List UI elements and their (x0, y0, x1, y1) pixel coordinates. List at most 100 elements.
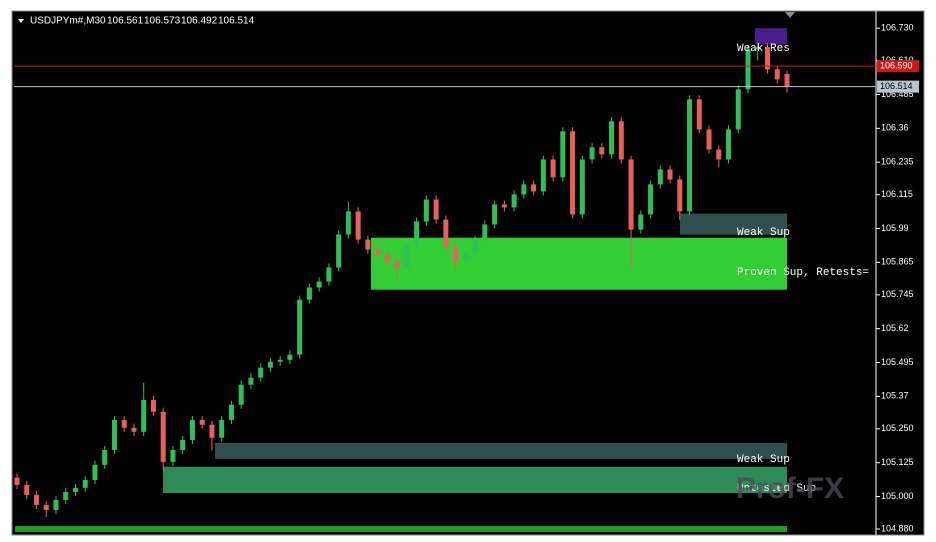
candle-body (628, 159, 634, 230)
candle-body (199, 419, 205, 425)
candle-body (589, 147, 595, 160)
candle-body (453, 247, 459, 262)
menu-arrow (18, 19, 24, 23)
zone-label: Proven Sup, Retests= (737, 267, 869, 279)
y-tick-label: 105.865 (881, 257, 914, 267)
candle-body (735, 89, 741, 130)
candle-body (433, 199, 439, 220)
candle-body (287, 354, 293, 360)
candle-body (423, 199, 429, 222)
candle-body (365, 239, 371, 250)
candle-body (648, 184, 654, 215)
candle-body (297, 299, 303, 355)
candle-body (248, 377, 254, 385)
candle-body (267, 361, 273, 368)
candle-body (375, 249, 381, 255)
candle-body (472, 239, 478, 255)
candle-body (111, 419, 117, 450)
candle-body (414, 221, 420, 245)
zone (15, 526, 787, 532)
candle-body (687, 99, 693, 212)
candle-body (716, 149, 722, 160)
candle-body (160, 411, 166, 462)
candle-body (667, 169, 673, 180)
candle-body (150, 399, 156, 412)
candle-body (657, 169, 663, 185)
candle-body (219, 419, 225, 438)
candle-body (638, 214, 644, 230)
candle-body (492, 204, 498, 225)
candle-body (33, 494, 39, 505)
candle-body (755, 47, 761, 50)
shift-marker (785, 12, 795, 18)
candle-body (609, 121, 615, 155)
candle-body (531, 184, 537, 192)
y-tick-label: 105.000 (881, 491, 914, 501)
candle-body (141, 399, 147, 432)
zone-label: Untested Sup (737, 483, 816, 495)
price-label: 106.514 (880, 81, 913, 91)
header-open: 106.561 (107, 16, 144, 27)
zone (680, 213, 787, 235)
watermark: Prof-FX (736, 472, 844, 505)
candle-body (501, 204, 507, 208)
candle-body (540, 159, 546, 192)
candle-body (14, 477, 20, 485)
y-tick-label: 105.250 (881, 423, 914, 433)
price-label-box (877, 80, 919, 93)
y-tick-label: 106.235 (881, 157, 914, 167)
y-tick-label: 105.62 (881, 323, 909, 333)
candle-body (189, 419, 195, 440)
candle-body (745, 49, 751, 90)
header-low: 106.492 (181, 16, 218, 27)
y-tick-label: 104.880 (881, 523, 914, 533)
candle-body (82, 480, 88, 488)
candle-body (784, 73, 790, 87)
candle-body (511, 194, 517, 208)
candle-body (102, 449, 108, 465)
candle-body (277, 359, 283, 362)
header-close: 106.514 (218, 16, 255, 27)
y-tick-label: 106.610 (881, 55, 914, 65)
candle-body (209, 424, 215, 438)
candle-body (521, 184, 527, 195)
candle-body (482, 224, 488, 240)
candle-body (570, 131, 576, 215)
zone (215, 442, 787, 459)
zone-label: Weak Sup (737, 454, 790, 466)
zone-label: Weak Res (737, 43, 790, 55)
candle-body (696, 99, 702, 130)
y-tick-label: 105.99 (881, 223, 909, 233)
candle-body (24, 484, 30, 495)
candle-body (345, 211, 351, 235)
y-tick-label: 105.37 (881, 391, 909, 401)
candle-body (765, 47, 771, 70)
candle-body (63, 491, 69, 501)
plot: 106.730 106.610 106.485 106.36 106.235 106.11… (14, 23, 919, 533)
candle-body (170, 449, 176, 462)
candle-body (326, 267, 332, 282)
candle-body (579, 159, 585, 215)
price-label: 106.590 (880, 60, 913, 70)
zone (163, 466, 787, 494)
y-tick-label: 105.495 (881, 357, 914, 367)
candle-body (43, 504, 49, 511)
candle-body (706, 129, 712, 150)
candle-body (560, 131, 566, 178)
candle-body (726, 129, 732, 160)
candle-body (306, 287, 312, 300)
candle-body (131, 427, 137, 432)
candle-body (336, 234, 342, 268)
zone (755, 28, 787, 45)
price-label-box (877, 60, 919, 73)
candle-body (618, 121, 624, 160)
candle-body (53, 500, 59, 511)
candle-body (394, 261, 400, 268)
candle-body (462, 254, 468, 262)
candle-body (677, 179, 683, 212)
candle-body (228, 404, 234, 420)
y-tick-label: 106.485 (881, 89, 914, 99)
candle-body (774, 69, 780, 80)
candle-body (355, 211, 361, 240)
